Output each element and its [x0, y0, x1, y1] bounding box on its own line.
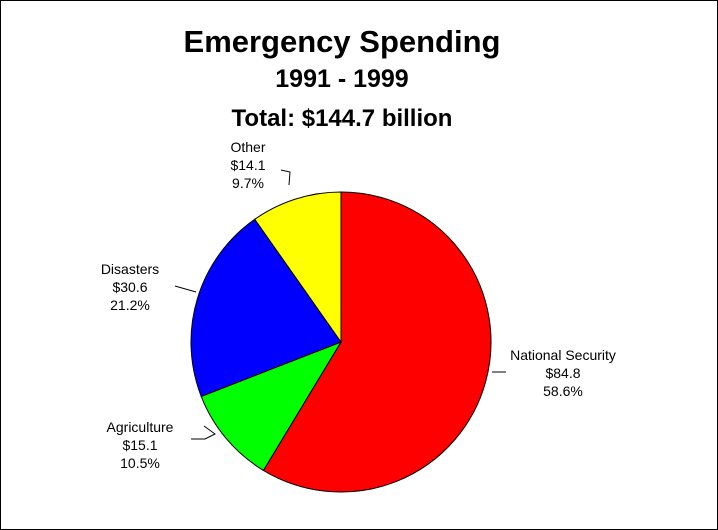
leader-line-other [280, 169, 291, 186]
slice-percent-national-security: 58.6% [543, 383, 583, 399]
chart-subtitle: 1991 - 1999 [275, 65, 409, 93]
pie-slice-national-security [262, 191, 492, 493]
slice-value-agriculture: $15.1 [122, 437, 157, 453]
leader-lines [174, 169, 506, 440]
slice-label-other: Other [230, 139, 265, 155]
pie-slice-disasters [190, 218, 342, 398]
slice-label-national-security: National Security [510, 347, 616, 363]
slice-value-disasters: $30.6 [112, 279, 147, 295]
slice-percent-disasters: 21.2% [110, 297, 150, 313]
leader-line-agriculture [191, 425, 216, 440]
slice-percent-other: 9.7% [232, 175, 264, 191]
pie-slice-agriculture [200, 341, 343, 472]
leader-line-disasters [174, 285, 197, 293]
pie-slices [190, 191, 492, 493]
slice-value-national-security: $84.8 [545, 365, 580, 381]
pie-slice-other [254, 191, 342, 344]
slice-value-other: $14.1 [230, 157, 265, 173]
slice-labels: National Security $84.8 58.6% Agriculture $1… [101, 139, 616, 471]
slice-label-agriculture: Agriculture [107, 419, 174, 435]
chart-title: Emergency Spending [183, 24, 501, 59]
chart-total-label: Total: $144.7 billion [231, 105, 453, 132]
slice-percent-agriculture: 10.5% [120, 455, 160, 471]
slice-label-disasters: Disasters [101, 261, 159, 277]
